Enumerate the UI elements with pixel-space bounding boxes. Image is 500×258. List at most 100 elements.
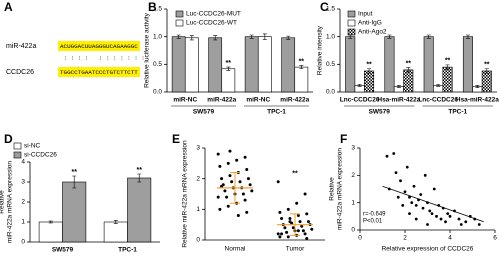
x-tick-label: 4 — [448, 235, 452, 242]
mirna-name: miR-422a — [6, 43, 36, 50]
point — [280, 217, 284, 221]
panel-letter: D — [4, 132, 13, 146]
group-label: SW579 — [369, 109, 391, 116]
significance: ** — [484, 62, 490, 69]
panel-letter: F — [340, 132, 347, 146]
significance: ** — [406, 60, 412, 67]
sd-bar — [230, 172, 240, 204]
y-tick-label: 2 — [21, 199, 25, 206]
x-tick-label: 0 — [358, 235, 362, 242]
bar — [184, 37, 199, 93]
point — [426, 223, 429, 226]
y-tick-label: 1.5 — [326, 6, 335, 13]
bar — [281, 37, 296, 93]
error-bar — [396, 85, 401, 88]
point — [410, 201, 414, 205]
sd-bar — [290, 213, 300, 236]
point — [414, 217, 418, 221]
point — [250, 189, 254, 193]
error-bar — [137, 173, 142, 183]
target-name: CCDC26 — [6, 69, 34, 76]
y-tick-label: 0 — [21, 239, 25, 246]
point — [276, 180, 280, 184]
point — [291, 226, 295, 230]
point — [226, 161, 230, 165]
point — [444, 220, 447, 224]
fit-line — [382, 185, 484, 223]
point — [286, 235, 290, 239]
error-bar — [189, 35, 194, 41]
point — [394, 171, 398, 175]
point — [228, 149, 232, 153]
bar — [345, 36, 356, 93]
bar — [171, 36, 186, 93]
point — [435, 214, 438, 218]
panel-letter: A — [4, 0, 13, 14]
significance: ** — [366, 62, 372, 69]
point — [303, 232, 307, 236]
point — [218, 164, 222, 168]
group-label: TPC-1 — [448, 109, 467, 116]
x-tick-label: miR-NC — [173, 97, 197, 104]
error-bar — [445, 64, 450, 70]
legend-label: Anti-IgG — [358, 20, 382, 27]
y-tick-label: 0 — [196, 237, 200, 244]
point — [300, 224, 304, 228]
group-label: SW579 — [193, 109, 215, 116]
y-tick-label: 2 — [351, 172, 355, 179]
bar — [208, 37, 223, 93]
point — [220, 177, 224, 181]
point — [296, 229, 300, 233]
point — [226, 204, 230, 208]
legend-label: Luc-CCDC26-WT — [186, 20, 237, 27]
point — [392, 152, 396, 155]
point — [457, 217, 461, 221]
significance: ** — [292, 171, 298, 178]
point — [280, 232, 284, 236]
y-tick-label: 1.5 — [153, 6, 162, 13]
legend-swatch — [175, 19, 184, 27]
legend-label: si-NC — [24, 143, 41, 150]
y-tick-label: 1 — [21, 219, 25, 226]
bar — [244, 36, 259, 93]
point — [310, 227, 314, 231]
point — [230, 180, 234, 184]
point — [412, 184, 416, 188]
point — [305, 236, 309, 240]
point — [428, 209, 432, 213]
point — [216, 152, 220, 156]
point — [421, 206, 425, 210]
point — [286, 207, 290, 211]
point — [301, 229, 305, 233]
error-bar — [286, 35, 291, 40]
error-bar — [465, 34, 470, 39]
y-tick-label: 3 — [351, 145, 355, 152]
bar — [481, 70, 492, 93]
point — [459, 223, 463, 226]
error-bar — [436, 83, 441, 87]
point — [288, 217, 292, 221]
panel-letter: C — [320, 0, 329, 14]
point — [246, 177, 250, 181]
significance: ** — [445, 58, 451, 65]
x-tick-label: miR-422a — [207, 97, 236, 104]
panel-letter: E — [172, 132, 180, 146]
pairing: : : : : : : : : : : : — [60, 55, 148, 62]
x-tick-label: SW579 — [52, 247, 74, 254]
point — [248, 183, 252, 187]
y-tick-label: 0.0 — [153, 89, 162, 96]
bar — [38, 221, 63, 243]
point — [236, 213, 240, 217]
error-bar — [357, 83, 362, 87]
point — [477, 223, 481, 226]
legend-label: si-CCDC26 — [24, 152, 57, 159]
point — [446, 212, 450, 216]
bar — [403, 69, 414, 93]
point — [245, 167, 249, 171]
error-bar — [113, 220, 118, 224]
legend-swatch — [13, 151, 22, 159]
y-tick-label: 1.0 — [153, 33, 162, 40]
point — [216, 195, 220, 199]
